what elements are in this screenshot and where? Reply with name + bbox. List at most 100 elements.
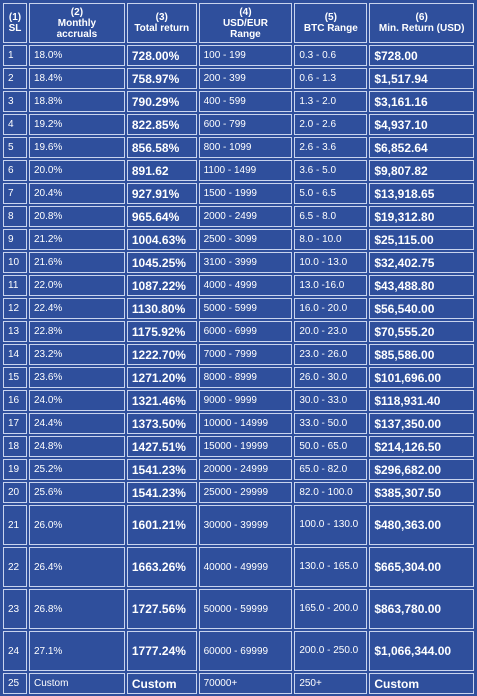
cell-sl: 17 [3,413,27,434]
cell-usd-eur-range: 3100 - 3999 [198,252,293,273]
cell-usd-eur-range: 200 - 399 [198,68,293,89]
cell-total-return: 1601.21% [126,505,197,545]
cell-usd-eur-range: 5000 - 5999 [198,298,293,319]
cell-total-return: 1004.63% [126,229,197,250]
cell-sl: 21 [3,505,27,545]
cell-monthly-accruals: Custom [28,673,125,694]
cell-sl: 14 [3,344,27,365]
cell-btc-range: 2.0 - 2.6 [294,114,368,135]
cell-btc-range: 250+ [294,673,368,694]
cell-usd-eur-range: 20000 - 24999 [198,459,293,480]
cell-monthly-accruals: 24.8% [28,436,125,457]
cell-min-return: $296,682.00 [369,459,474,480]
cell-monthly-accruals: 19.2% [28,114,125,135]
cell-btc-range: 20.0 - 23.0 [294,321,368,342]
cell-usd-eur-range: 70000+ [198,673,293,694]
table-row: 22 26.4% 1663.26% 40000 - 49999 130.0 - 165.… [3,547,474,587]
cell-sl: 9 [3,229,27,250]
cell-usd-eur-range: 50000 - 59999 [198,589,293,629]
cell-monthly-accruals: 25.2% [28,459,125,480]
cell-btc-range: 30.0 - 33.0 [294,390,368,411]
cell-min-return: $728.00 [369,45,474,66]
table-row: 20 25.6% 1541.23% 25000 - 29999 82.0 - 100.0… [3,482,474,503]
cell-monthly-accruals: 21.2% [28,229,125,250]
cell-monthly-accruals: 21.6% [28,252,125,273]
cell-total-return: 965.64% [126,206,197,227]
cell-total-return: 1541.23% [126,482,197,503]
cell-sl: 19 [3,459,27,480]
cell-total-return: 1373.50% [126,413,197,434]
cell-sl: 18 [3,436,27,457]
cell-btc-range: 8.0 - 10.0 [294,229,368,250]
cell-min-return: $19,312.80 [369,206,474,227]
cell-sl: 1 [3,45,27,66]
cell-monthly-accruals: 20.4% [28,183,125,204]
cell-monthly-accruals: 25.6% [28,482,125,503]
cell-min-return: $3,161.16 [369,91,474,112]
cell-min-return: Custom [369,673,474,694]
cell-min-return: $32,402.75 [369,252,474,273]
cell-usd-eur-range: 9000 - 9999 [198,390,293,411]
table-row: 9 21.2% 1004.63% 2500 - 3099 8.0 - 10.0 $25,1… [3,229,474,250]
cell-btc-range: 100.0 - 130.0 [294,505,368,545]
cell-min-return: $9,807.82 [369,160,474,181]
cell-usd-eur-range: 40000 - 49999 [198,547,293,587]
cell-total-return: 1321.46% [126,390,197,411]
cell-total-return: 856.58% [126,137,197,158]
cell-sl: 16 [3,390,27,411]
cell-usd-eur-range: 1500 - 1999 [198,183,293,204]
table-row: 21 26.0% 1601.21% 30000 - 39999 100.0 - 130.… [3,505,474,545]
cell-monthly-accruals: 27.1% [28,631,125,671]
cell-total-return: Custom [126,673,197,694]
cell-min-return: $118,931.40 [369,390,474,411]
table-row: 4 19.2% 822.85% 600 - 799 2.0 - 2.6 $4,937.10 [3,114,474,135]
cell-monthly-accruals: 26.0% [28,505,125,545]
cell-total-return: 927.91% [126,183,197,204]
cell-btc-range: 65.0 - 82.0 [294,459,368,480]
cell-total-return: 1222.70% [126,344,197,365]
cell-usd-eur-range: 60000 - 69999 [198,631,293,671]
cell-total-return: 728.00% [126,45,197,66]
cell-min-return: $85,586.00 [369,344,474,365]
cell-total-return: 1777.24% [126,631,197,671]
cell-sl: 20 [3,482,27,503]
cell-total-return: 891.62 [126,160,197,181]
cell-sl: 7 [3,183,27,204]
table-row: 2 18.4% 758.97% 200 - 399 0.6 - 1.3 $1,517.94 [3,68,474,89]
table-row: 19 25.2% 1541.23% 20000 - 24999 65.0 - 82.0 $… [3,459,474,480]
header-monthly-accruals: (2) Monthly accruals [28,3,125,43]
cell-monthly-accruals: 20.8% [28,206,125,227]
cell-total-return: 1087.22% [126,275,197,296]
cell-sl: 13 [3,321,27,342]
cell-min-return: $863,780.00 [369,589,474,629]
cell-btc-range: 0.6 - 1.3 [294,68,368,89]
header-min-return: (6) Min. Return (USD) [369,3,474,43]
cell-min-return: $13,918.65 [369,183,474,204]
cell-usd-eur-range: 30000 - 39999 [198,505,293,545]
table-row: 1 18.0% 728.00% 100 - 199 0.3 - 0.6 $728.00 [3,45,474,66]
table-row: 18 24.8% 1427.51% 15000 - 19999 50.0 - 65.0 $… [3,436,474,457]
cell-min-return: $101,696.00 [369,367,474,388]
cell-sl: 24 [3,631,27,671]
header-total-return: (3) Total return [126,3,197,43]
cell-btc-range: 3.6 - 5.0 [294,160,368,181]
cell-usd-eur-range: 400 - 599 [198,91,293,112]
cell-monthly-accruals: 22.4% [28,298,125,319]
cell-btc-range: 50.0 - 65.0 [294,436,368,457]
header-btc-range: (5) BTC Range [294,3,368,43]
cell-total-return: 1427.51% [126,436,197,457]
cell-usd-eur-range: 800 - 1099 [198,137,293,158]
cell-btc-range: 200.0 - 250.0 [294,631,368,671]
table-row: 3 18.8% 790.29% 400 - 599 1.3 - 2.0 $3,161.16 [3,91,474,112]
header-sl: (1) SL [3,3,27,43]
cell-btc-range: 2.6 - 3.6 [294,137,368,158]
cell-monthly-accruals: 26.4% [28,547,125,587]
cell-sl: 5 [3,137,27,158]
cell-usd-eur-range: 6000 - 6999 [198,321,293,342]
cell-min-return: $6,852.64 [369,137,474,158]
cell-monthly-accruals: 20.0% [28,160,125,181]
cell-btc-range: 130.0 - 165.0 [294,547,368,587]
cell-total-return: 758.97% [126,68,197,89]
table-row: 16 24.0% 1321.46% 9000 - 9999 30.0 - 33.0 $11… [3,390,474,411]
cell-btc-range: 13.0 -16.0 [294,275,368,296]
